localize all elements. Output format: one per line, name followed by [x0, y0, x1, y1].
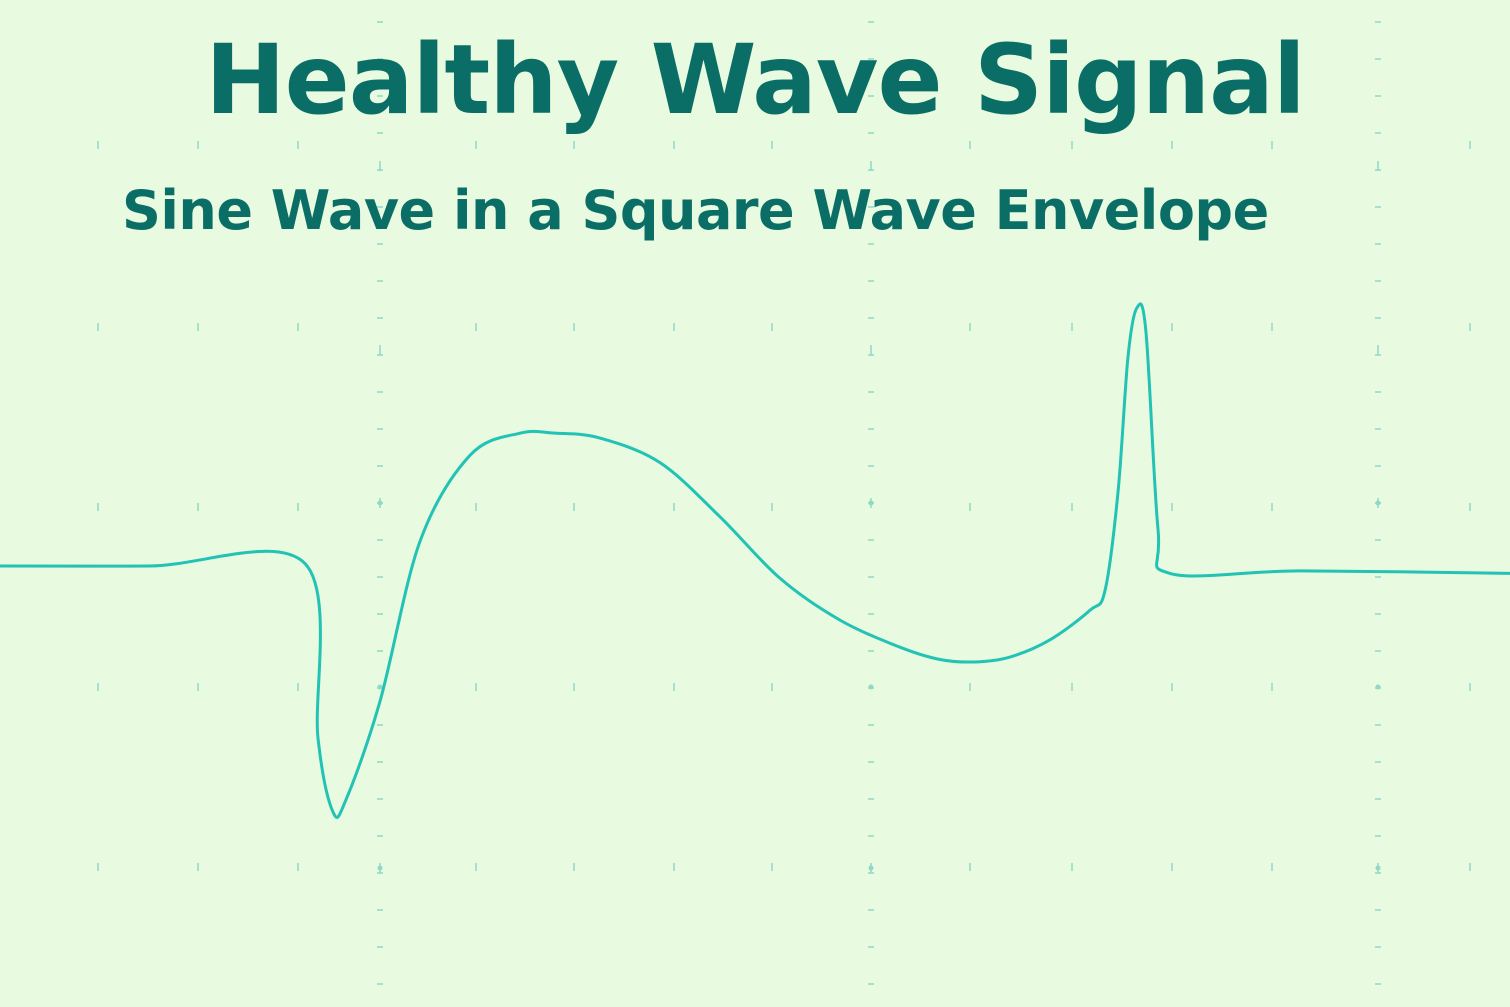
grid-dot	[377, 684, 383, 690]
grid	[97, 21, 1471, 985]
grid-dot	[1375, 500, 1381, 506]
grid-dot	[1375, 865, 1381, 871]
grid-dot	[1375, 684, 1381, 690]
chart-subtitle: Sine Wave in a Square Wave Envelope	[122, 179, 1269, 242]
grid-dot	[868, 865, 874, 871]
grid-dot	[868, 500, 874, 506]
grid-dot	[377, 500, 383, 506]
grid-dot	[377, 865, 383, 871]
chart-title: Healthy Wave Signal	[205, 24, 1306, 136]
grid-dot	[868, 684, 874, 690]
signal-line	[0, 302, 1510, 819]
